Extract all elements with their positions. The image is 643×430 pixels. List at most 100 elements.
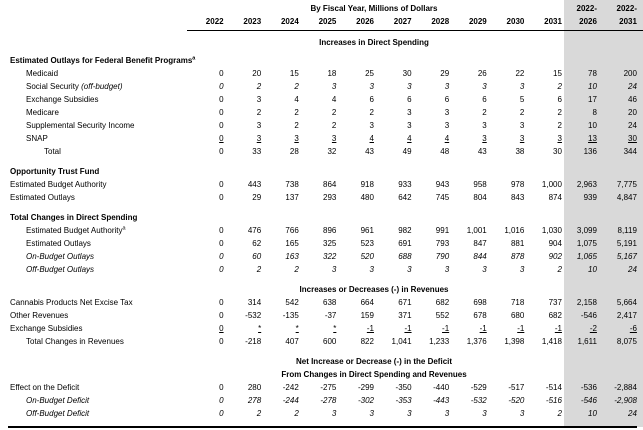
cell-2027: 1,041 — [391, 337, 412, 346]
cell-2029: 2 — [482, 108, 487, 117]
row-label-text: Social Security — [26, 82, 79, 91]
cell-2027: 671 — [398, 298, 412, 307]
row-label-text: Other Revenues — [10, 311, 69, 320]
cell-2028: -443 — [433, 396, 450, 405]
row-label: Total Changes in Direct Spending — [0, 211, 186, 224]
cell-2031: 904 — [548, 239, 562, 248]
cell-2026: 3 — [369, 121, 374, 130]
cell-2022-2031: 30 — [628, 134, 637, 143]
cell-2026: 3 — [369, 409, 374, 418]
row-label: On-Budget Outlays — [0, 250, 186, 263]
cell-2022-2031: 344 — [623, 147, 637, 156]
section-title-row: Net Increase or Decrease (-) in the Defi… — [0, 355, 643, 368]
table-row: On-Budget Deficit 0 278 -244 -278 -302 -353 -44… — [0, 394, 643, 407]
cell-2031: 2 — [557, 82, 562, 91]
footnote-marker: a — [122, 225, 126, 232]
cell-2024: 2 — [294, 265, 299, 274]
cell-2026: 4 — [369, 134, 374, 143]
row-label-text: Estimated Budget Authority — [10, 180, 107, 189]
column-header-total1-line2: 2026 — [579, 17, 597, 26]
column-header-2026: 2026 — [356, 17, 374, 26]
column-header-2027: 2027 — [393, 17, 412, 26]
cell-2028: 790 — [435, 252, 450, 261]
section-heading-row: Total Changes in Direct Spending — [0, 211, 643, 224]
cell-2029: 1,001 — [466, 226, 487, 235]
cell-2023: 3 — [256, 134, 262, 143]
cell-2024: 28 — [289, 147, 299, 156]
cell-2022-2026: 10 — [588, 265, 597, 274]
cell-2031: -1 — [554, 324, 562, 333]
row-label: Estimated Outlays — [0, 237, 186, 250]
cell-2027: 3 — [407, 82, 412, 91]
cell-2023: 278 — [247, 396, 262, 405]
cell-2022: 0 — [219, 134, 224, 143]
cell-2026: 25 — [365, 69, 374, 78]
row-label-text: Exchange Subsidies — [10, 324, 83, 333]
cell-2022: 0 — [219, 121, 224, 130]
table-row: Exchange Subsidies 0 * * * -1 -1 -1 -1 -1 -1 -2 -6 — [0, 322, 643, 335]
row-label: Estimated Budget Authoritya — [0, 224, 186, 237]
footnote-marker: a — [192, 55, 196, 62]
cell-2029: 3 — [482, 134, 487, 143]
cell-2031: 2 — [557, 265, 562, 274]
column-header-2031: 2031 — [544, 17, 562, 26]
header-rule — [187, 30, 643, 31]
cell-2030: -520 — [508, 396, 525, 405]
cell-2022-2026: 2,158 — [576, 298, 597, 307]
cell-2028: 3 — [444, 265, 450, 274]
cell-2023: 60 — [252, 252, 262, 261]
cell-2022-2026: 1,075 — [576, 239, 597, 248]
cell-2029: 3 — [482, 121, 487, 130]
cell-2025: * — [333, 324, 337, 333]
cell-2027: 3 — [407, 108, 412, 117]
cell-2023: 476 — [247, 226, 262, 235]
cell-2023: 62 — [252, 239, 262, 248]
cell-2022: 0 — [219, 298, 224, 307]
cell-2023: 33 — [252, 147, 262, 156]
cell-2022: 0 — [219, 108, 224, 117]
row-label-text: Medicaid — [26, 69, 59, 78]
cell-2022-2031: -2,884 — [614, 383, 637, 392]
cell-2022-2026: 1,065 — [576, 252, 597, 261]
cell-2025: -278 — [320, 396, 337, 405]
section-title-row: Increases in Direct Spending — [0, 36, 643, 49]
cell-2025: 864 — [323, 180, 337, 189]
cell-2031: 874 — [548, 193, 562, 202]
cell-2024: 542 — [285, 298, 299, 307]
cell-2031: 2 — [557, 409, 562, 418]
cell-2023: 2 — [256, 265, 262, 274]
cell-2030: 3 — [519, 121, 525, 130]
bottom-rule — [8, 426, 637, 428]
table-row: Social Security (off-budget) 0 2 2 3 3 3 3 3 3 2 10… — [0, 80, 643, 93]
table-row: Supplemental Security Income 0 3 2 2 3 3 3 3 3 2 10… — [0, 119, 643, 132]
row-label-text: Estimated Budget Authority — [26, 226, 123, 235]
row-label: Medicaid — [0, 67, 186, 80]
column-header-2029: 2029 — [468, 17, 487, 26]
cell-2027: -350 — [395, 383, 412, 392]
cell-2029: 43 — [477, 147, 487, 156]
cell-2025: 325 — [323, 239, 337, 248]
row-label: Medicare — [0, 106, 186, 119]
row-label: Effect on the Deficit — [0, 381, 186, 394]
cell-2027: 3 — [407, 409, 412, 418]
column-header-total2-line2: 2031 — [619, 17, 637, 26]
cell-2030: 878 — [510, 252, 525, 261]
cell-2024: 766 — [285, 226, 299, 235]
cell-2023: 2 — [256, 82, 262, 91]
row-label-text: Opportunity Trust Fund — [10, 167, 100, 176]
cell-2028: 48 — [440, 147, 450, 156]
cell-2030: 22 — [515, 69, 525, 78]
cell-2025: 3 — [331, 265, 337, 274]
column-header-total2-line1: 2022- — [616, 4, 637, 13]
column-header-2025: 2025 — [318, 17, 337, 26]
row-label: Off-Budget Outlays — [0, 263, 186, 276]
cell-2022: 0 — [219, 147, 224, 156]
cell-2030: 1,016 — [504, 226, 525, 235]
table-header-top-row: By Fiscal Year, Millions of Dollars 2022… — [0, 2, 643, 15]
cell-2023: -218 — [245, 337, 262, 346]
cell-2024: 4 — [294, 95, 299, 104]
cell-2029: 698 — [473, 298, 487, 307]
cell-2028: 1,233 — [429, 337, 450, 346]
table-row: Estimated Budget Authority 0 443 738 864 918 9… — [0, 178, 643, 191]
